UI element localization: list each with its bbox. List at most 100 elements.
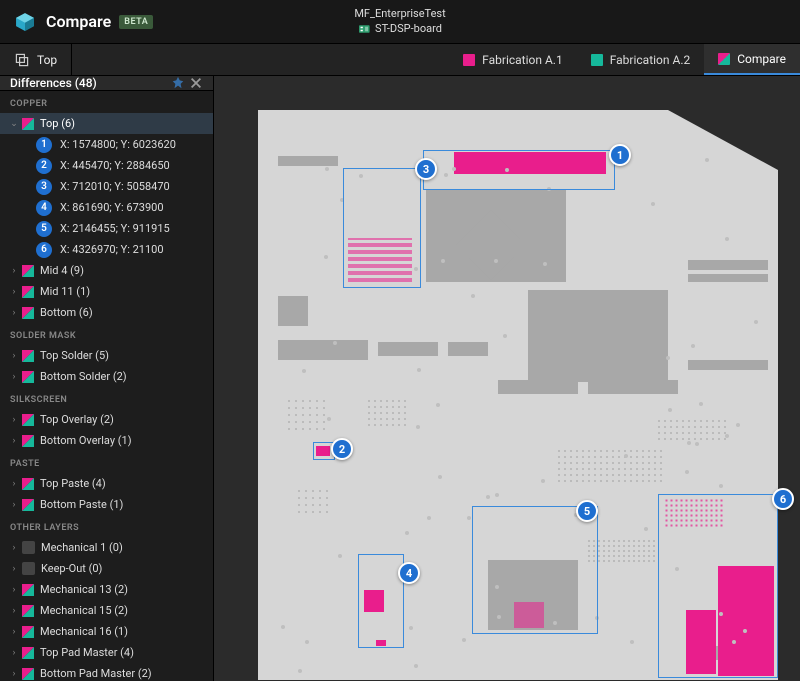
- difference-number-badge: 4: [36, 200, 52, 216]
- chevron-icon: [10, 585, 18, 595]
- layer-swatch: [22, 626, 34, 638]
- layer-label: Mechanical 13 (2): [40, 583, 128, 596]
- difference-frame[interactable]: [343, 168, 421, 288]
- layer-swatch: [22, 371, 34, 383]
- differences-header: Differences (48): [0, 76, 213, 91]
- section-header: SOLDER MASK: [0, 323, 213, 345]
- chevron-icon: [10, 479, 18, 489]
- close-icon[interactable]: [189, 76, 203, 90]
- project-name: MF_EnterpriseTest: [354, 7, 445, 21]
- difference-coord-row[interactable]: 1X: 1574800; Y: 6023620: [0, 134, 213, 155]
- layer-row[interactable]: Bottom Solder (2): [0, 366, 213, 387]
- layer-row[interactable]: Top Pad Master (4): [0, 642, 213, 663]
- layer-swatch: [22, 435, 34, 447]
- chevron-icon: [10, 627, 18, 637]
- section-header: PASTE: [0, 451, 213, 473]
- chevron-icon: [10, 287, 18, 297]
- copper-region: [688, 360, 768, 370]
- layer-row[interactable]: Mechanical 1 (0): [0, 537, 213, 558]
- tabs-row: Top Fabrication A.1 Fabrication A.2 Compar…: [0, 44, 800, 76]
- app-title: Compare: [46, 12, 111, 31]
- difference-marker[interactable]: 2: [331, 438, 353, 460]
- chevron-icon: [10, 648, 18, 658]
- layer-row[interactable]: Bottom (6): [0, 302, 213, 323]
- differences-panel: Differences (48) COPPERTop (6)1X: 157480…: [0, 76, 214, 681]
- layer-row[interactable]: Mechanical 16 (1): [0, 621, 213, 642]
- tab-fabB[interactable]: Fabrication A.2: [577, 44, 705, 75]
- difference-marker[interactable]: 4: [398, 562, 420, 584]
- layer-row[interactable]: Mid 11 (1): [0, 281, 213, 302]
- difference-coord-row[interactable]: 3 X: 712010; Y: 5058470: [0, 176, 213, 197]
- layer-row[interactable]: Top Solder (5): [0, 345, 213, 366]
- copper-region: [278, 156, 338, 166]
- layer-label: Bottom Paste (1): [40, 498, 123, 511]
- layer-row[interactable]: Mechanical 13 (2): [0, 579, 213, 600]
- tab-swatch: [463, 54, 475, 66]
- layer-label: Top Solder (5): [40, 349, 109, 362]
- layer-row[interactable]: Bottom Overlay (1): [0, 430, 213, 451]
- layer-row[interactable]: Bottom Pad Master (2): [0, 663, 213, 681]
- section-header: SILKSCREEN: [0, 387, 213, 409]
- pin-icon[interactable]: [171, 76, 185, 90]
- difference-frame[interactable]: [658, 494, 778, 678]
- copper-region: [378, 342, 438, 356]
- tab-cmp[interactable]: Compare: [704, 44, 800, 75]
- layers-icon: [14, 52, 30, 68]
- tab-fabA[interactable]: Fabrication A.1: [449, 44, 577, 75]
- project-info: MF_EnterpriseTest ST-DSP-board: [354, 7, 445, 36]
- difference-marker[interactable]: 6: [772, 488, 794, 510]
- board-viewer[interactable]: 1 3 2 4 5 6: [214, 76, 800, 681]
- layer-row[interactable]: Top Overlay (2): [0, 409, 213, 430]
- layer-label: Top Paste (4): [40, 477, 106, 490]
- difference-marker[interactable]: 1: [609, 144, 631, 166]
- board-icon: [358, 23, 370, 35]
- tab-label: Compare: [737, 52, 786, 66]
- layer-row[interactable]: Keep-Out (0): [0, 558, 213, 579]
- layer-row[interactable]: Top (6): [0, 113, 213, 134]
- differences-title: Differences (48): [10, 76, 97, 90]
- layer-swatch: [22, 584, 34, 596]
- difference-frame[interactable]: [423, 150, 615, 190]
- layer-swatch: [22, 562, 35, 575]
- copper-region: [688, 260, 768, 270]
- difference-coord-row[interactable]: 4X: 861690; Y: 673900: [0, 197, 213, 218]
- layer-swatch: [22, 668, 34, 680]
- chevron-icon: [10, 266, 18, 276]
- chevron-icon: [10, 669, 18, 679]
- difference-coord-row[interactable]: 2X: 445470; Y: 2884650: [0, 155, 213, 176]
- layer-row[interactable]: Mid 4 (9): [0, 260, 213, 281]
- chevron-icon: [10, 415, 18, 425]
- difference-frame[interactable]: [358, 554, 404, 648]
- difference-marker[interactable]: 3: [415, 158, 437, 180]
- tab-label: Fabrication A.2: [610, 53, 691, 67]
- copper-region: [688, 274, 768, 282]
- difference-number-badge: 3: [36, 179, 52, 195]
- layer-swatch: [22, 350, 34, 362]
- chevron-icon: [10, 119, 18, 129]
- layer-swatch: [22, 307, 34, 319]
- layer-swatch: [22, 414, 34, 426]
- difference-marker[interactable]: 5: [576, 500, 598, 522]
- difference-coord-row[interactable]: 5X: 2146455; Y: 911915: [0, 218, 213, 239]
- difference-number-badge: 5: [36, 221, 52, 237]
- difference-coord-text: X: 712010; Y: 5058470: [60, 180, 170, 193]
- difference-number-badge: 6: [36, 242, 52, 258]
- difference-frame[interactable]: [472, 506, 598, 634]
- copper-region: [278, 296, 308, 326]
- layer-swatch: [22, 286, 34, 298]
- layer-swatch: [22, 541, 35, 554]
- layer-row[interactable]: Bottom Paste (1): [0, 494, 213, 515]
- layer-swatch: [22, 118, 34, 130]
- layer-row[interactable]: Top Paste (4): [0, 473, 213, 494]
- layer-row[interactable]: Mechanical 15 (2): [0, 600, 213, 621]
- difference-number-badge: 2: [36, 158, 52, 174]
- layer-label: Top Overlay (2): [40, 413, 114, 426]
- difference-coord-row[interactable]: 6X: 4326970; Y: 21100: [0, 239, 213, 260]
- copper-region: [498, 380, 578, 394]
- layer-label: Mechanical 16 (1): [40, 625, 128, 638]
- layer-selector[interactable]: Top: [0, 44, 72, 75]
- layer-swatch: [22, 499, 34, 511]
- app-logo-icon: [14, 11, 36, 33]
- layer-label: Bottom (6): [40, 306, 93, 319]
- section-header: COPPER: [0, 91, 213, 113]
